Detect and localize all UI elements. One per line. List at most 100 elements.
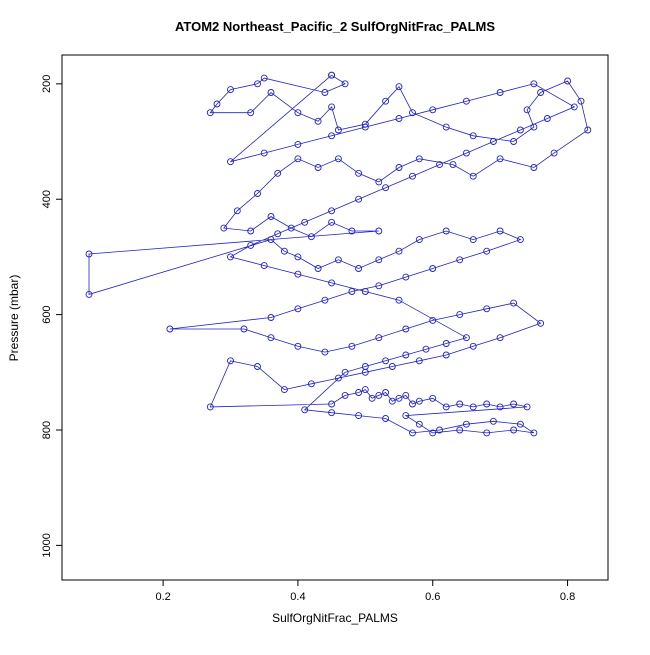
data-point [247,109,255,117]
data-point [328,218,336,226]
data-point [436,426,443,434]
data-point [375,227,383,235]
data-point [510,426,518,434]
plot-box [61,54,609,581]
data-point [328,207,336,215]
data-point [375,334,383,342]
data-point [570,103,578,111]
x-tick-label: 0.6 [425,591,440,603]
y-tick-label: 200 [41,75,53,93]
data-point [409,109,416,117]
data-point [355,195,363,203]
data-point [496,334,504,342]
data-point [489,138,497,145]
data-point [489,417,497,425]
data-point [395,247,403,255]
x-tick-label: 0.4 [290,591,305,603]
data-point [314,117,322,125]
data-point [530,123,538,131]
data-point [483,400,491,408]
data-point [355,265,363,272]
chart-title: ATOM2 Northeast_Pacific_2 SulfOrgNitFrac… [175,19,495,34]
data-point [361,288,369,295]
data-point [213,100,221,108]
data-point [355,412,363,420]
data-point [429,394,437,402]
data-point [442,340,450,347]
data-point [368,394,376,402]
data-point [267,236,275,244]
data-point [334,374,342,382]
data-point [355,169,363,177]
data-point [206,109,214,117]
x-tick-label: 0.8 [560,591,575,603]
data-point [530,164,538,171]
data-point [496,89,504,96]
data-point [543,115,551,122]
data-point [307,233,315,241]
y-tick-label: 400 [41,190,53,208]
data-point [260,149,268,157]
data-point [442,227,450,235]
data-point [355,389,363,396]
data-point [267,334,275,342]
data-point [523,403,531,411]
data-point [496,227,504,235]
data-point [429,316,437,324]
data-point [166,325,174,333]
data-point [483,247,491,255]
data-point [254,363,261,370]
data-point [341,391,349,399]
data-point [462,334,470,342]
data-point [267,314,275,321]
data-point [382,184,390,192]
data-point [510,400,518,408]
data-point [415,357,423,365]
data-point [260,74,268,82]
data-point [469,403,477,411]
data-point [402,412,410,420]
data-point [206,403,214,411]
data-point [402,325,410,333]
data-point [334,256,342,264]
data-point [321,348,329,356]
data-point [395,296,403,304]
axes: 0.2 0.4 0.6 0.8 200 400 600 800 1000 [41,75,575,603]
data-point [395,164,403,171]
data-point [577,97,585,105]
y-tick-label: 800 [41,421,53,439]
data-point [382,97,390,105]
data-point [415,397,423,405]
data-point [301,406,309,414]
data-point [469,342,477,350]
data-point [267,213,275,220]
data-point [334,155,342,163]
data-point [469,132,477,140]
y-tick-label: 1000 [41,533,53,557]
data-point [328,409,336,417]
data-point [274,230,282,238]
data-point [227,86,234,94]
data-point [395,115,403,122]
data-point [375,178,383,186]
data-point [328,132,336,140]
data-point [483,429,491,437]
data-point [375,391,383,399]
data-point [388,397,396,405]
data-point [328,400,336,408]
x-tick-label: 0.2 [155,591,170,603]
data-point [510,299,518,307]
data-point [469,236,477,244]
data-point [375,282,383,290]
data-point [361,363,369,370]
data-point [462,149,470,157]
data-point [328,279,336,287]
data-point [483,305,491,313]
data-point [462,420,470,428]
data-point [537,89,545,96]
data-point [402,351,410,359]
data-point [422,345,430,353]
data-point [294,305,302,313]
data-point [469,172,477,180]
